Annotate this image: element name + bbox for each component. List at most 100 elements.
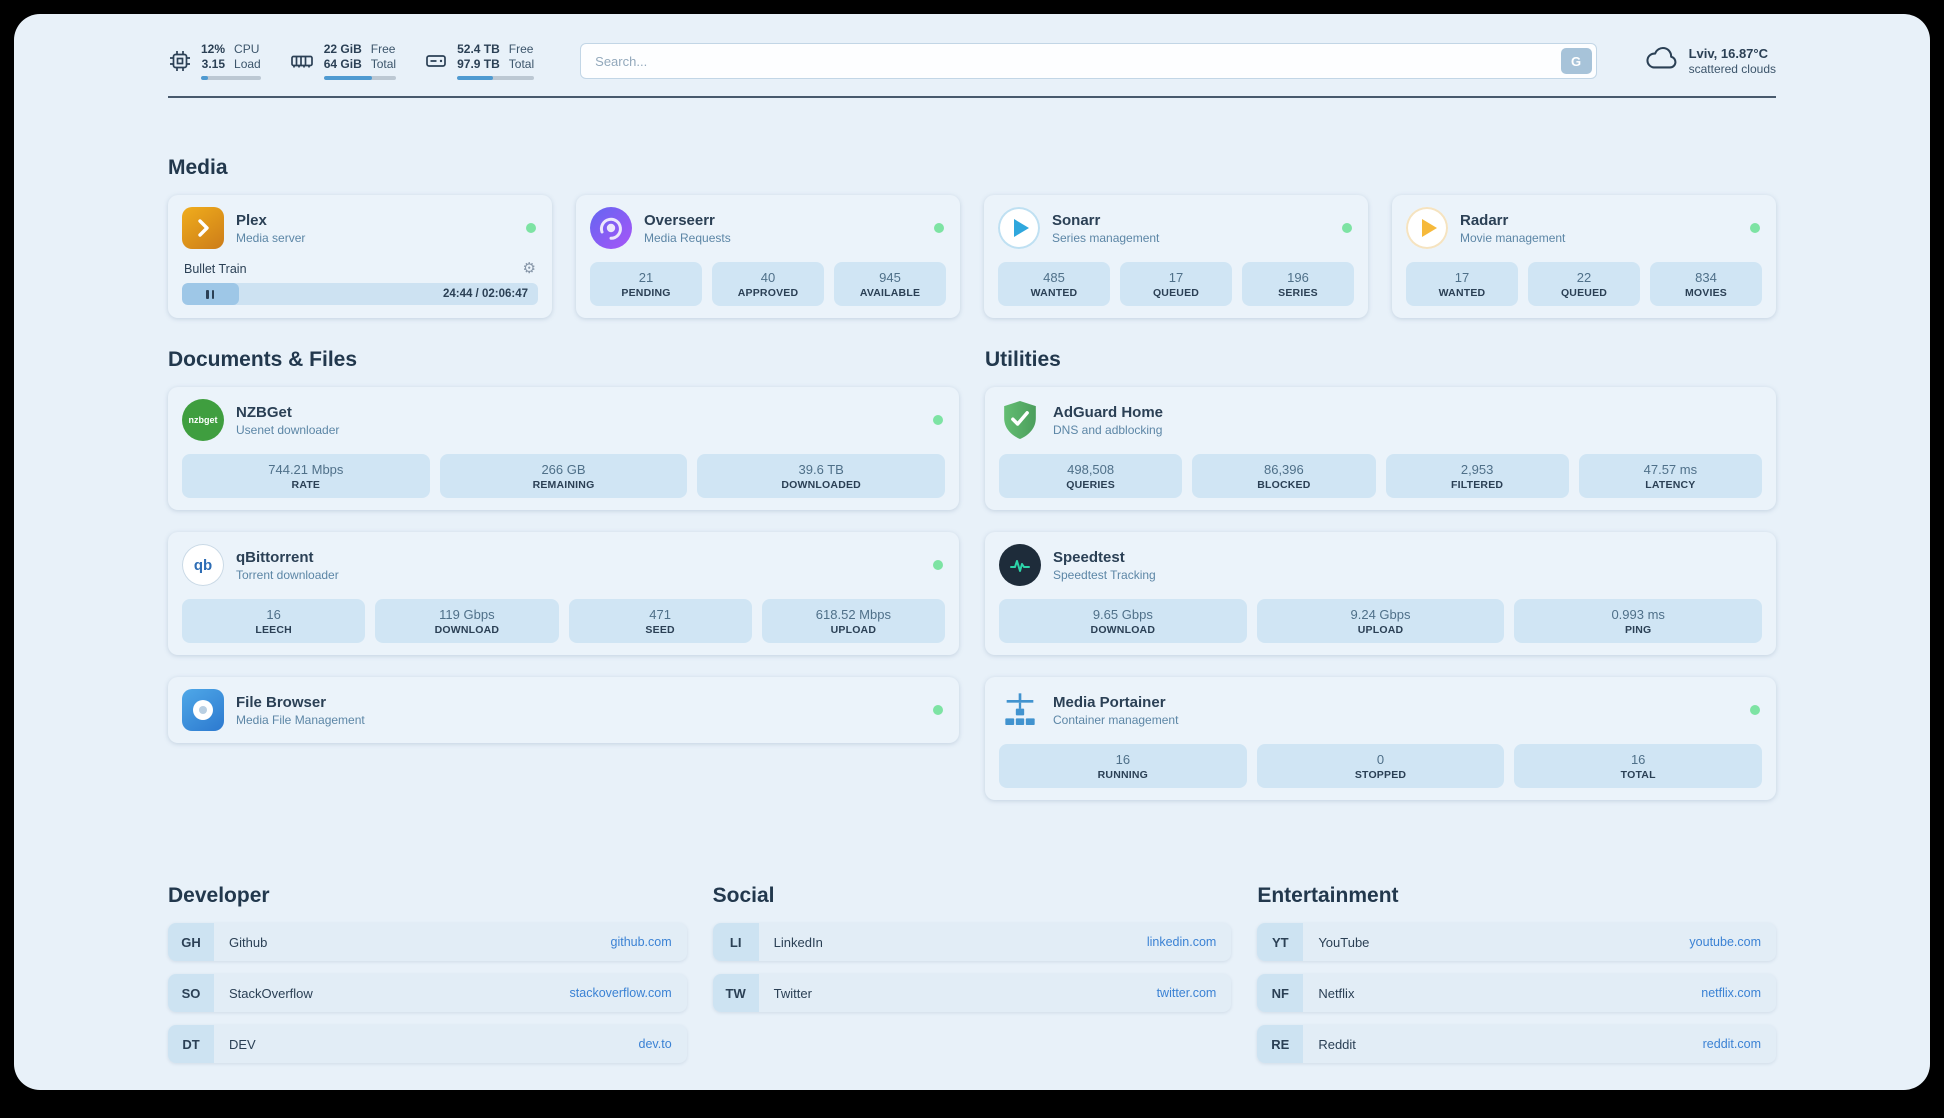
service-card-portainer[interactable]: Media Portainer Container management 16 … bbox=[985, 677, 1776, 800]
memory-total-value: 64 GiB bbox=[323, 57, 362, 71]
disk-label-top: Free bbox=[508, 42, 534, 56]
stat-label: BLOCKED bbox=[1257, 479, 1311, 491]
cpu-label-top: CPU bbox=[234, 42, 260, 56]
search-provider-button[interactable]: G bbox=[1560, 48, 1592, 74]
service-description: Media Requests bbox=[644, 230, 731, 245]
stat: 17 QUEUED bbox=[1120, 262, 1232, 306]
service-card-adguard[interactable]: AdGuard Home DNS and adblocking 498,508 … bbox=[985, 387, 1776, 510]
section-title-utilities: Utilities bbox=[985, 348, 1061, 371]
section-entertainment: Entertainment YT YouTube youtube.com NF … bbox=[1257, 884, 1776, 1076]
playback-progress-bar[interactable]: 24:44 / 02:06:47 bbox=[182, 283, 538, 305]
speedtest-icon bbox=[999, 544, 1041, 586]
stat-value: 21 bbox=[638, 270, 654, 285]
bookmark-dev[interactable]: DT DEV dev.to bbox=[168, 1025, 687, 1063]
service-name: Sonarr bbox=[1052, 211, 1101, 229]
stat-label: DOWNLOADED bbox=[781, 479, 861, 491]
bookmark-name: Reddit bbox=[1318, 1036, 1356, 1052]
stat-label: LEECH bbox=[255, 624, 292, 636]
stat-value: 9.65 Gbps bbox=[1092, 607, 1153, 622]
cpu-progress-fill bbox=[201, 76, 209, 80]
bookmark-github[interactable]: GH Github github.com bbox=[168, 923, 687, 961]
disk-values: 52.4 TB 97.9 TB bbox=[457, 42, 500, 72]
bookmark-reddit[interactable]: RE Reddit reddit.com bbox=[1257, 1025, 1776, 1063]
bookmark-netflix[interactable]: NF Netflix netflix.com bbox=[1257, 974, 1776, 1012]
plex-now-playing: Bullet Train ⚙ 24:44 / 02:06:47 bbox=[182, 261, 538, 305]
pause-button[interactable] bbox=[182, 283, 239, 305]
bookmark-stackoverflow[interactable]: SO StackOverflow stackoverflow.com bbox=[168, 974, 687, 1012]
stat-value: 17 bbox=[1454, 270, 1470, 285]
stat-value: 16 bbox=[1115, 752, 1131, 767]
stat: 40 APPROVED bbox=[712, 262, 824, 306]
cpu-progress-bar bbox=[201, 76, 261, 80]
topbar: 12% 3.15 CPU Load bbox=[168, 42, 1776, 80]
stat: 945 AVAILABLE bbox=[834, 262, 946, 306]
cpu-values: 12% 3.15 bbox=[201, 42, 225, 72]
bookmark-name: Twitter bbox=[773, 985, 812, 1001]
stat-label: QUERIES bbox=[1066, 479, 1115, 491]
status-dot bbox=[934, 223, 944, 233]
stat-label: SEED bbox=[645, 624, 675, 636]
service-card-nzbget[interactable]: nzbget NZBGet Usenet downloader 744.21 M… bbox=[168, 387, 959, 510]
gear-icon[interactable]: ⚙ bbox=[522, 260, 536, 277]
service-card-plex[interactable]: Plex Media server Bullet Train ⚙ bbox=[168, 195, 552, 318]
service-card-qbittorrent[interactable]: qb qBittorrent Torrent downloader 16 LEE… bbox=[168, 532, 959, 655]
service-card-speedtest[interactable]: Speedtest Speedtest Tracking 9.65 Gbps D… bbox=[985, 532, 1776, 655]
stat-value: 485 bbox=[1043, 270, 1065, 285]
section-title-documents: Documents & Files bbox=[168, 348, 358, 371]
bookmark-abbr: NF bbox=[1257, 974, 1304, 1012]
service-card-filebrowser[interactable]: File Browser Media File Management bbox=[168, 677, 959, 743]
section-media: Media Plex Media server bbox=[168, 156, 1776, 318]
stat-value: 16 bbox=[1630, 752, 1646, 767]
stat: 618.52 Mbps UPLOAD bbox=[761, 599, 945, 643]
bookmark-abbr: DT bbox=[168, 1025, 214, 1063]
playback-time: 24:44 / 02:06:47 bbox=[442, 288, 528, 300]
bookmark-name: LinkedIn bbox=[773, 934, 823, 950]
cloud-icon bbox=[1643, 45, 1679, 78]
stat-value: 945 bbox=[879, 270, 901, 285]
bookmark-youtube[interactable]: YT YouTube youtube.com bbox=[1257, 923, 1776, 961]
status-dot bbox=[1342, 223, 1352, 233]
stat: 39.6 TB DOWNLOADED bbox=[697, 454, 946, 498]
disk-label-bottom: Total bbox=[508, 57, 535, 71]
section-title-social: Social bbox=[712, 884, 775, 907]
search-input[interactable] bbox=[580, 43, 1597, 79]
overseerr-icon bbox=[590, 207, 632, 249]
stat: 196 SERIES bbox=[1242, 262, 1354, 306]
service-name: Plex bbox=[236, 211, 267, 229]
bookmark-twitter[interactable]: TW Twitter twitter.com bbox=[712, 974, 1232, 1012]
stat-label: REMAINING bbox=[532, 479, 595, 491]
service-description: Torrent downloader bbox=[236, 567, 339, 582]
memory-labels: Free Total bbox=[371, 42, 396, 72]
memory-label-bottom: Total bbox=[370, 57, 397, 71]
stat: 16 TOTAL bbox=[1514, 744, 1763, 788]
cpu-label-bottom: Load bbox=[234, 57, 261, 71]
stat: 119 Gbps DOWNLOAD bbox=[375, 599, 559, 643]
service-card-sonarr[interactable]: Sonarr Series management 485 WANTED 17 Q… bbox=[984, 195, 1368, 318]
stat: 9.65 Gbps DOWNLOAD bbox=[999, 599, 1247, 643]
sonarr-icon bbox=[998, 207, 1040, 249]
stat: 21 PENDING bbox=[590, 262, 702, 306]
bookmark-linkedin[interactable]: LI LinkedIn linkedin.com bbox=[712, 923, 1232, 961]
service-card-overseerr[interactable]: Overseerr Media Requests 21 PENDING 40 A… bbox=[576, 195, 960, 318]
stat-label: QUEUED bbox=[1152, 287, 1200, 299]
service-name: Speedtest bbox=[1053, 548, 1125, 566]
bookmark-abbr: SO bbox=[168, 974, 214, 1012]
service-card-radarr[interactable]: Radarr Movie management 17 WANTED 22 QUE… bbox=[1392, 195, 1776, 318]
bookmark-url: github.com bbox=[610, 935, 672, 949]
memory-stick-icon bbox=[289, 49, 315, 73]
filebrowser-icon bbox=[182, 689, 224, 731]
disk-progress-bar bbox=[457, 76, 535, 80]
service-description: Container management bbox=[1053, 712, 1179, 727]
disk-widget: 52.4 TB 97.9 TB Free Total bbox=[424, 42, 535, 80]
stat-label: AVAILABLE bbox=[859, 287, 921, 299]
bookmark-name: Netflix bbox=[1318, 985, 1355, 1001]
stat: 16 RUNNING bbox=[999, 744, 1247, 788]
service-description: Movie management bbox=[1460, 230, 1566, 245]
stat-label: APPROVED bbox=[737, 287, 799, 299]
adguard-shield-icon bbox=[999, 399, 1041, 441]
cpu-chip-icon bbox=[168, 49, 192, 73]
hard-drive-icon bbox=[424, 49, 448, 73]
status-dot bbox=[1750, 705, 1760, 715]
memory-free-value: 22 GiB bbox=[323, 42, 362, 56]
section-social: Social LI LinkedIn linkedin.com TW Twitt… bbox=[712, 884, 1232, 1076]
